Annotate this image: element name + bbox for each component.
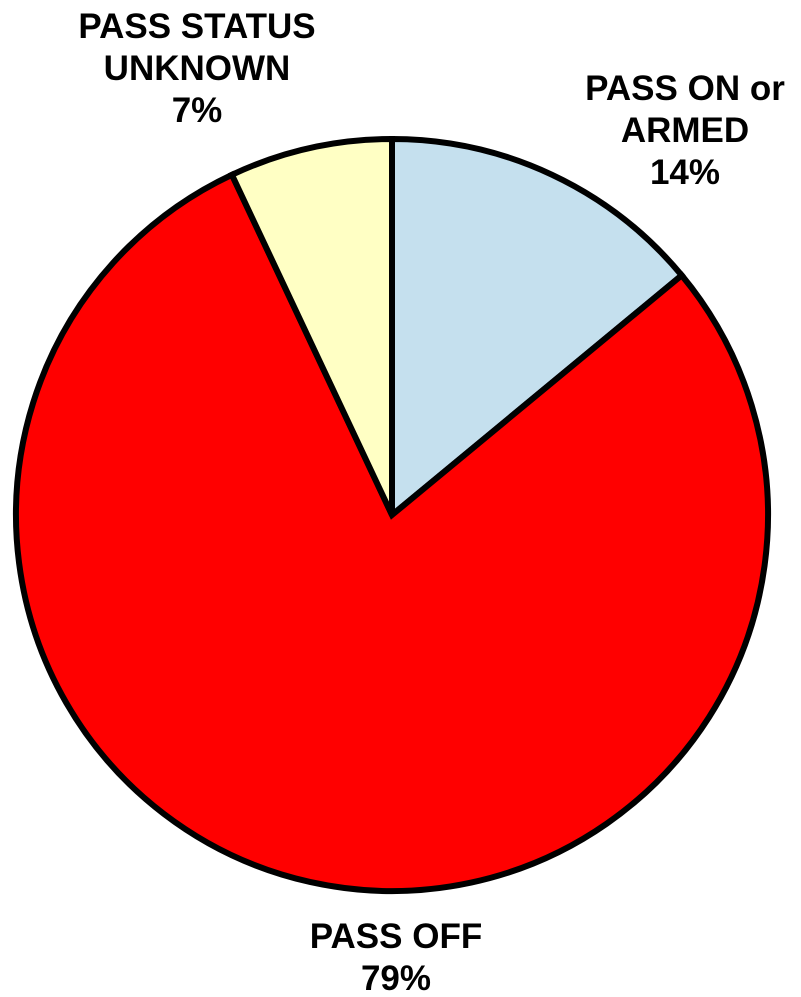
- slice-label-2-line-0: PASS STATUS: [78, 7, 315, 46]
- slice-label-0-line-0: PASS ON or: [585, 69, 785, 108]
- pie-slice-0: [389, 135, 686, 522]
- slice-label-0-line-1: ARMED: [621, 111, 749, 150]
- pie-slices: [13, 135, 771, 894]
- slice-label-1-line-0: PASS OFF: [310, 917, 482, 956]
- pie-slice-2: [227, 135, 395, 517]
- pie-slice-1: [13, 170, 771, 894]
- slice-percent-label-1: 79%: [361, 959, 431, 997]
- slice-label-2-line-1: UNKNOWN: [104, 49, 291, 88]
- slice-percent-label-2: 7%: [172, 91, 223, 130]
- slice-percent-label-0: 14%: [650, 153, 720, 192]
